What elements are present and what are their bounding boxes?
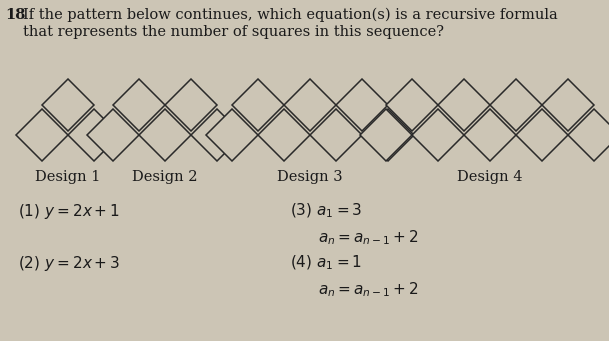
Polygon shape xyxy=(87,109,139,161)
Text: Design 4: Design 4 xyxy=(457,170,523,184)
Polygon shape xyxy=(258,109,310,161)
Text: $(1)\ y = 2x + 1$: $(1)\ y = 2x + 1$ xyxy=(18,202,120,221)
Polygon shape xyxy=(438,79,490,131)
Polygon shape xyxy=(412,109,464,161)
Text: 18: 18 xyxy=(5,8,26,22)
Polygon shape xyxy=(113,79,165,131)
Polygon shape xyxy=(42,79,94,131)
Polygon shape xyxy=(568,109,609,161)
Text: Design 3: Design 3 xyxy=(277,170,343,184)
Polygon shape xyxy=(490,79,542,131)
Polygon shape xyxy=(165,79,217,131)
Text: Design 1: Design 1 xyxy=(35,170,100,184)
Polygon shape xyxy=(386,79,438,131)
Polygon shape xyxy=(542,79,594,131)
Text: $a_n = a_{n-1} + 2$: $a_n = a_{n-1} + 2$ xyxy=(318,280,418,299)
Polygon shape xyxy=(232,79,284,131)
Polygon shape xyxy=(16,109,68,161)
Polygon shape xyxy=(191,109,243,161)
Text: Design 2: Design 2 xyxy=(132,170,198,184)
Polygon shape xyxy=(362,109,414,161)
Polygon shape xyxy=(68,109,120,161)
Polygon shape xyxy=(516,109,568,161)
Polygon shape xyxy=(284,79,336,131)
Polygon shape xyxy=(310,109,362,161)
Text: $(4)\ a_1 = 1$: $(4)\ a_1 = 1$ xyxy=(290,254,362,272)
Text: If the pattern below continues, which equation(s) is a recursive formula
that re: If the pattern below continues, which eq… xyxy=(23,8,558,39)
Text: $(3)\ a_1 = 3$: $(3)\ a_1 = 3$ xyxy=(290,202,362,220)
Polygon shape xyxy=(464,109,516,161)
Polygon shape xyxy=(336,79,388,131)
Text: $(2)\ y = 2x + 3$: $(2)\ y = 2x + 3$ xyxy=(18,254,120,273)
Text: $a_n = a_{n-1} + 2$: $a_n = a_{n-1} + 2$ xyxy=(318,228,418,247)
Polygon shape xyxy=(139,109,191,161)
Polygon shape xyxy=(206,109,258,161)
Polygon shape xyxy=(360,109,412,161)
